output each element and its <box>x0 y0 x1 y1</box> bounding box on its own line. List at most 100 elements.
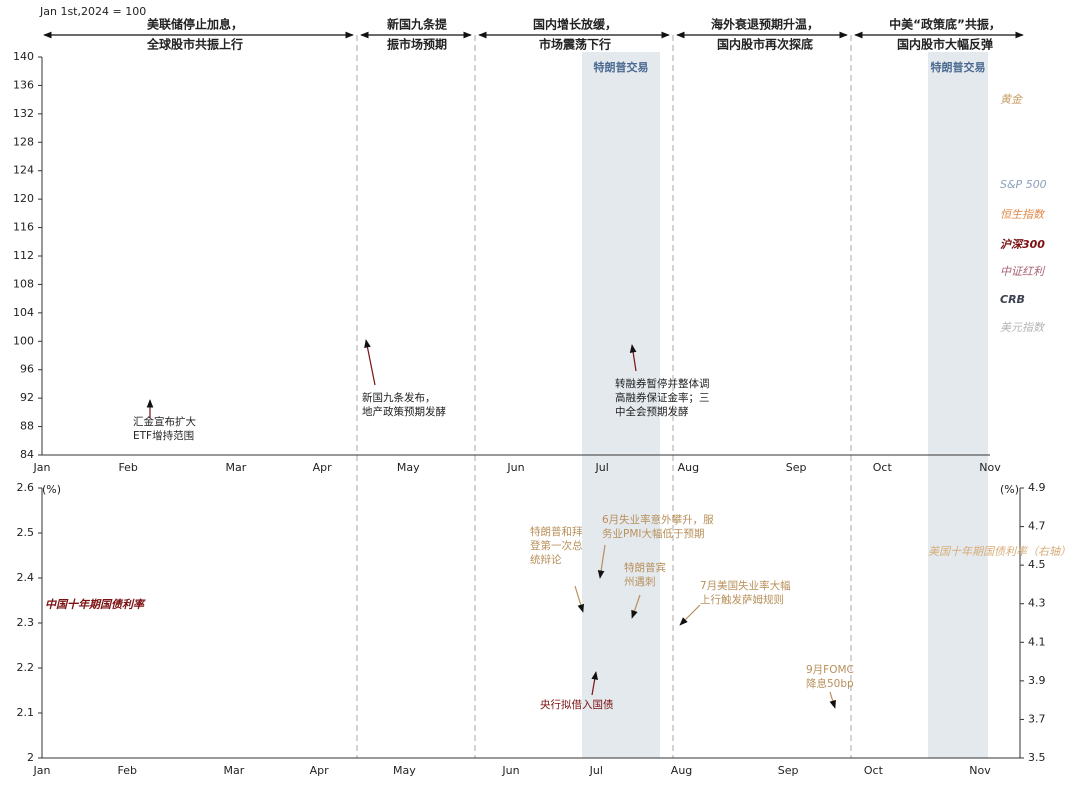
y2-tick-label: 4.9 <box>1028 481 1046 494</box>
y-tick-label: 100 <box>13 334 34 347</box>
y-tick-label: 136 <box>13 78 34 91</box>
y2-tick-label: 3.9 <box>1028 674 1046 687</box>
x-tick-label: Jul <box>589 764 603 777</box>
band-label: 特朗普交易 <box>931 60 986 74</box>
y-tick-label: 2.1 <box>17 706 35 719</box>
series-label: 美国十年期国债利率（右轴） <box>928 545 1071 558</box>
shaded-band <box>928 52 988 758</box>
x-tick-label: Mar <box>223 764 244 777</box>
x-tick-label: Aug <box>671 764 692 777</box>
annotation: 务业PMI大幅低于预期 <box>602 527 705 540</box>
x-tick-label: Feb <box>118 461 137 474</box>
y-tick-label: 2 <box>27 751 34 764</box>
x-tick-label: Jul <box>595 461 609 474</box>
period-header: 市场震荡下行 <box>539 37 611 52</box>
y-tick-label: 104 <box>13 306 34 319</box>
index-note: Jan 1st,2024 = 100 <box>39 5 146 18</box>
annotation: 降息50bp <box>806 677 854 690</box>
y-tick-label: 124 <box>13 164 34 177</box>
annotation: 7月美国失业率大幅 <box>700 579 791 592</box>
y2-tick-label: 4.5 <box>1028 558 1046 571</box>
x-tick-label: Jan <box>33 764 51 777</box>
period-header: 国内股市再次探底 <box>717 37 813 52</box>
shaded-band <box>582 52 660 758</box>
period-header: 海外衰退预期升温， <box>711 17 819 32</box>
y2-tick-label: 4.3 <box>1028 597 1046 610</box>
y-tick-label: 120 <box>13 192 34 205</box>
x-tick-label: Mar <box>226 461 247 474</box>
y-tick-label: 92 <box>20 391 34 404</box>
annotation-arrow <box>591 671 599 696</box>
y-tick-label: 108 <box>13 277 34 290</box>
annotation: 汇金宣布扩大 <box>133 415 196 428</box>
annotation: 登第一次总 <box>530 539 583 552</box>
series-label: 黄金 <box>1000 93 1024 106</box>
period-header: 全球股市共振上行 <box>146 37 243 52</box>
y2-tick-label: 3.5 <box>1028 751 1046 764</box>
y2-tick-label: 4.7 <box>1028 520 1046 533</box>
y2-tick-label: 3.7 <box>1028 712 1046 725</box>
annotation: ETF增持范围 <box>133 429 194 442</box>
y-tick-label: 132 <box>13 107 34 120</box>
y2-axis-label: (%) <box>1000 483 1019 496</box>
x-tick-label: Apr <box>310 764 330 777</box>
x-tick-label: Aug <box>678 461 699 474</box>
annotation-arrow <box>679 604 701 626</box>
y-tick-label: 2.4 <box>17 571 35 584</box>
annotation-arrow <box>631 594 641 619</box>
annotation-arrow <box>829 691 836 709</box>
y-tick-label: 116 <box>13 221 34 234</box>
annotation: 6月失业率意外攀升，服 <box>602 513 714 526</box>
x-tick-label: Feb <box>118 764 137 777</box>
series-label: 恒生指数 <box>1000 208 1046 221</box>
y-tick-label: 112 <box>13 249 34 262</box>
x-tick-label: Sep <box>778 764 799 777</box>
y2-tick-label: 4.1 <box>1028 635 1046 648</box>
series-label: CRB <box>1000 293 1025 306</box>
annotation: 高融券保证金率；三 <box>615 391 710 404</box>
annotation: 特朗普和拜 <box>530 525 583 538</box>
annotation: 转融券暂停并整体调 <box>615 377 710 390</box>
annotation: 统辩论 <box>530 553 562 566</box>
y-tick-label: 2.2 <box>17 661 35 674</box>
x-tick-label: Jun <box>501 764 519 777</box>
x-tick-label: May <box>397 461 420 474</box>
period-header: 国内股市大幅反弹 <box>897 37 993 52</box>
y-tick-label: 96 <box>20 363 34 376</box>
period-header: 新国九条提 <box>387 17 448 32</box>
y-tick-label: 84 <box>20 448 34 461</box>
period-header: 美联储停止加息， <box>147 17 243 32</box>
annotation: 州遇刺 <box>624 576 656 588</box>
y-tick-label: 2.5 <box>17 526 35 539</box>
period-header: 国内增长放缓， <box>533 17 617 32</box>
y-axis-label: (%) <box>42 483 61 496</box>
period-header: 振市场预期 <box>387 37 447 52</box>
y-tick-label: 88 <box>20 420 34 433</box>
annotation-arrow <box>597 544 606 579</box>
x-tick-label: Nov <box>969 764 991 777</box>
background-layer <box>356 35 988 758</box>
x-tick-label: Nov <box>979 461 1001 474</box>
annotation-arrow <box>629 344 637 372</box>
annotation: 新国九条发布， <box>362 391 436 404</box>
annotation: 地产政策预期发酵 <box>362 405 446 418</box>
x-tick-label: Oct <box>864 764 884 777</box>
x-tick-label: Jan <box>33 461 51 474</box>
x-tick-label: Oct <box>873 461 893 474</box>
annotation: 央行拟借入国债 <box>540 698 614 711</box>
period-header: 中美“政策底”共振， <box>889 17 1001 32</box>
annotation: 特朗普宾 <box>624 561 666 574</box>
series-label: 沪深300 <box>1000 238 1045 251</box>
band-label: 特朗普交易 <box>594 60 649 74</box>
series-label: 美元指数 <box>1000 321 1046 334</box>
annotation-arrow <box>364 339 376 386</box>
annotation-arrow <box>574 585 584 613</box>
annotation: 9月FOMC <box>806 664 854 676</box>
x-tick-label: Apr <box>313 461 333 474</box>
y-tick-label: 2.3 <box>17 616 35 629</box>
x-tick-label: Jun <box>506 461 524 474</box>
annotation: 上行触发萨姆规则 <box>700 593 784 606</box>
x-tick-label: May <box>393 764 416 777</box>
series-label: S&P 500 <box>1000 178 1047 191</box>
